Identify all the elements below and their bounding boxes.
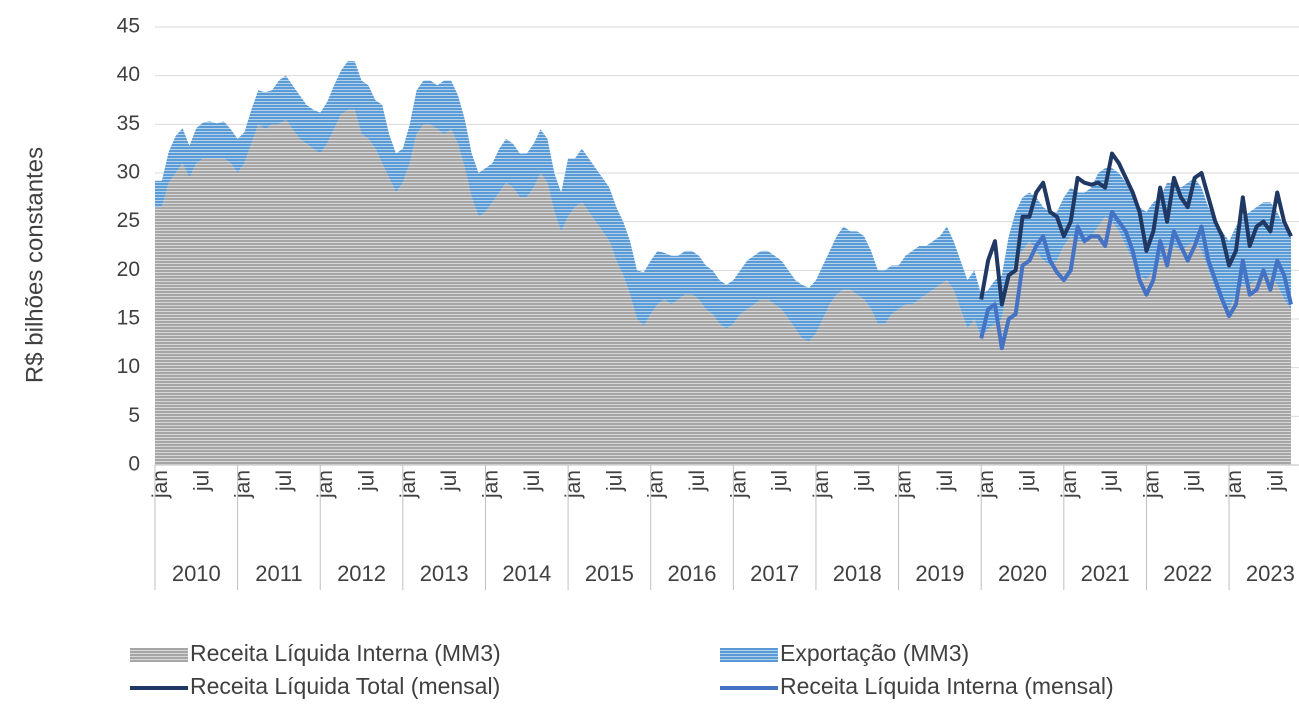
legend-label: Receita Líquida Interna (mensal) (780, 673, 1114, 699)
x-tick-label: jul (1264, 470, 1287, 492)
y-tick-label: 30 (117, 161, 140, 184)
x-tick-label: jan (397, 470, 420, 499)
x-tick-label: jan (314, 470, 337, 499)
y-tick-label: 10 (117, 355, 140, 378)
x-tick-label: jan (645, 470, 668, 499)
x-tick-label: jul (603, 470, 626, 492)
year-label: 2018 (833, 561, 882, 586)
x-tick-label: jan (810, 470, 833, 499)
y-tick-label: 25 (117, 209, 140, 232)
line (979, 151, 1293, 307)
x-tick-label: jan (1223, 470, 1246, 499)
x-tick-label: jul (273, 470, 296, 492)
x-tick-label: jan (893, 470, 916, 499)
x-tick-label: jul (438, 470, 461, 492)
y-axis-label: R$ bilhões constantes (21, 147, 48, 383)
x-tick-label: jan (232, 470, 255, 499)
year-label: 2010 (172, 561, 221, 586)
year-label: 2021 (1081, 561, 1130, 586)
x-tick-label: jan (975, 470, 998, 499)
area (155, 61, 1292, 342)
x-tick-label: jan (1058, 470, 1081, 499)
year-label: 2020 (998, 561, 1047, 586)
legend-label: Exportação (MM3) (780, 640, 969, 666)
x-tick-label: jan (149, 470, 172, 499)
year-label: 2017 (750, 561, 799, 586)
x-tick-label: jan (562, 470, 585, 499)
x-tick-label: jul (1182, 470, 1205, 492)
year-label: 2015 (585, 561, 634, 586)
legend-swatch (130, 648, 188, 662)
y-tick-label: 35 (117, 112, 140, 135)
year-label: 2023 (1246, 561, 1295, 586)
x-tick-label: jul (851, 470, 874, 492)
y-tick-label: 40 (117, 63, 140, 86)
y-tick-label: 0 (128, 453, 140, 476)
x-tick-label: jul (190, 470, 213, 492)
x-tick-label: jul (686, 470, 709, 492)
year-label: 2013 (420, 561, 469, 586)
x-tick-label: jan (727, 470, 750, 499)
year-label: 2012 (337, 561, 386, 586)
y-tick-label: 20 (117, 258, 140, 281)
year-label: 2014 (502, 561, 551, 586)
y-tick-label: 15 (117, 307, 140, 330)
x-tick-label: jul (769, 470, 792, 492)
x-tick-label: jan (479, 470, 502, 499)
x-tick-label: jul (1099, 470, 1122, 492)
legend-swatch (720, 648, 778, 662)
year-label: 2019 (915, 561, 964, 586)
year-label: 2016 (668, 561, 717, 586)
x-tick-label: jan (1140, 470, 1163, 499)
year-label: 2022 (1163, 561, 1212, 586)
y-tick-label: 45 (117, 15, 140, 38)
x-tick-label: jul (356, 470, 379, 492)
line (979, 209, 1293, 351)
x-tick-label: jul (1016, 470, 1039, 492)
legend-label: Receita Líquida Interna (MM3) (190, 640, 501, 666)
y-tick-label: 5 (128, 404, 140, 427)
legend-label: Receita Líquida Total (mensal) (190, 673, 500, 699)
area (155, 109, 1292, 465)
year-label: 2011 (255, 561, 302, 586)
x-tick-label: jul (934, 470, 957, 492)
x-tick-label: jul (521, 470, 544, 492)
